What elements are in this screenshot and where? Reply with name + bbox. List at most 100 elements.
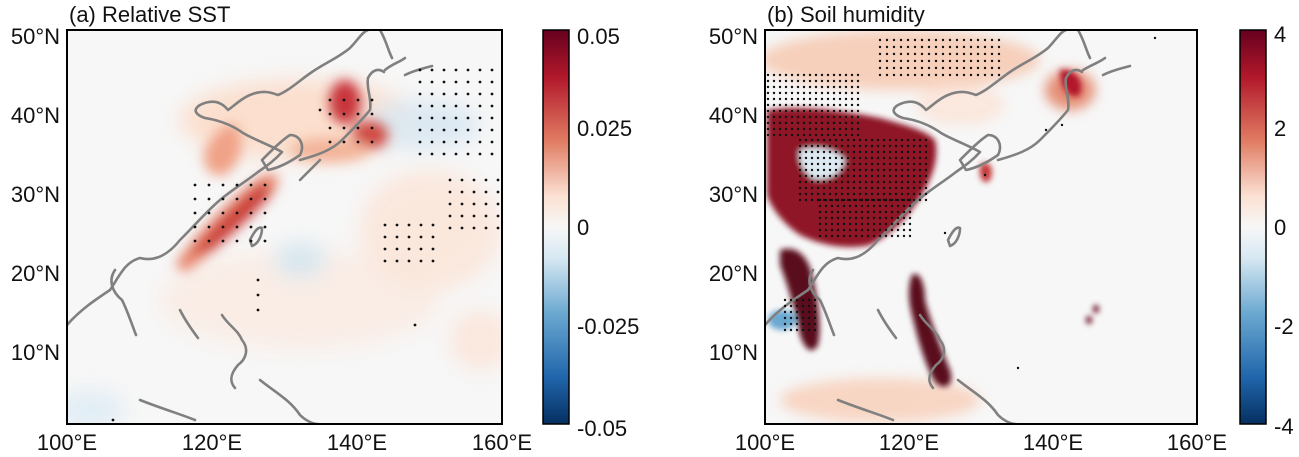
significance-dot <box>927 52 931 56</box>
significance-dot <box>822 156 826 160</box>
significance-dot <box>983 38 987 42</box>
significance-dot <box>816 192 820 196</box>
significance-dot <box>912 186 916 190</box>
significance-dot <box>454 68 458 72</box>
significance-dot <box>816 180 820 184</box>
panel-b: (b) Soil humidity 50°N 40°N 30°N 20°N 10… <box>709 2 1294 455</box>
significance-dot <box>816 186 820 190</box>
significance-dot <box>924 150 928 154</box>
significance-dot <box>318 108 322 112</box>
significance-dot <box>882 192 886 196</box>
significance-dot <box>864 174 868 178</box>
significance-dot <box>820 97 824 101</box>
significance-dot <box>924 168 928 172</box>
significance-dot <box>852 192 856 196</box>
significance-dot <box>778 91 782 95</box>
significance-dot <box>430 92 434 96</box>
significance-dot <box>840 192 844 196</box>
significance-dot <box>890 198 894 202</box>
significance-dot <box>1060 123 1064 127</box>
significance-dot <box>934 73 938 77</box>
significance-dot <box>342 112 346 116</box>
significance-dot <box>850 127 854 131</box>
significance-dot <box>790 91 794 95</box>
significance-dot <box>789 298 793 302</box>
significance-dot <box>431 247 435 251</box>
significance-dot <box>814 127 818 131</box>
significance-dot <box>824 216 828 220</box>
significance-dot <box>832 133 836 137</box>
significance-dot <box>878 222 882 226</box>
significance-dot <box>899 66 903 70</box>
map-b-frame <box>764 29 1198 425</box>
significance-dot <box>962 52 966 56</box>
significance-dot <box>864 162 868 166</box>
significance-dot <box>858 198 862 202</box>
map-b-field <box>765 30 1157 424</box>
significance-dot <box>370 140 374 144</box>
significance-dot <box>822 138 826 142</box>
significance-dot <box>912 138 916 142</box>
significance-dot <box>798 192 802 196</box>
significance-dot <box>894 174 898 178</box>
significance-dot <box>249 183 253 187</box>
significance-dot <box>838 115 842 119</box>
significance-dot <box>783 298 787 302</box>
significance-dot <box>858 168 862 172</box>
significance-dot <box>894 162 898 166</box>
significance-dot <box>888 156 892 160</box>
significance-dot <box>808 121 812 125</box>
significance-dot <box>221 183 225 187</box>
significance-dot <box>249 225 253 229</box>
significance-dot <box>807 322 811 326</box>
significance-dot <box>906 156 910 160</box>
significance-dot <box>484 190 488 194</box>
significance-dot <box>448 202 452 206</box>
significance-dot <box>820 127 824 131</box>
significance-dot <box>848 198 852 202</box>
significance-dot <box>969 66 973 70</box>
significance-dot <box>856 97 860 101</box>
significance-dot <box>900 192 904 196</box>
significance-dot <box>795 328 799 332</box>
significance-dot <box>808 97 812 101</box>
significance-dot <box>830 228 834 232</box>
significance-dot <box>899 38 903 42</box>
significance-dot <box>783 316 787 320</box>
map-a-field <box>67 30 502 424</box>
significance-dot <box>860 228 864 232</box>
significance-dot <box>838 121 842 125</box>
significance-dot <box>328 140 332 144</box>
significance-dot <box>784 127 788 131</box>
significance-dot <box>193 239 197 243</box>
significance-dot <box>395 247 399 251</box>
significance-dot <box>822 192 826 196</box>
significance-dot <box>1016 366 1020 370</box>
significance-dot <box>848 204 852 208</box>
significance-dot <box>431 235 435 239</box>
significance-dot <box>830 216 834 220</box>
significance-dot <box>796 79 800 83</box>
significance-dot <box>466 140 470 144</box>
significance-dot <box>496 226 500 230</box>
significance-dot <box>790 127 794 131</box>
significance-dot <box>801 316 805 320</box>
significance-dot <box>852 144 856 148</box>
significance-dot <box>830 210 834 214</box>
significance-dot <box>969 73 973 77</box>
significance-dot <box>808 73 812 77</box>
significance-dot <box>908 198 912 202</box>
significance-dot <box>864 186 868 190</box>
significance-dot <box>882 186 886 190</box>
significance-dot <box>490 128 494 132</box>
significance-dot <box>860 204 864 208</box>
significance-dot <box>840 180 844 184</box>
significance-dot <box>207 211 211 215</box>
significance-dot <box>801 328 805 332</box>
significance-dot <box>783 310 787 314</box>
significance-dot <box>913 38 917 42</box>
significance-dot <box>442 68 446 72</box>
significance-dot <box>810 162 814 166</box>
significance-dot <box>766 73 770 77</box>
significance-dot <box>864 180 868 184</box>
